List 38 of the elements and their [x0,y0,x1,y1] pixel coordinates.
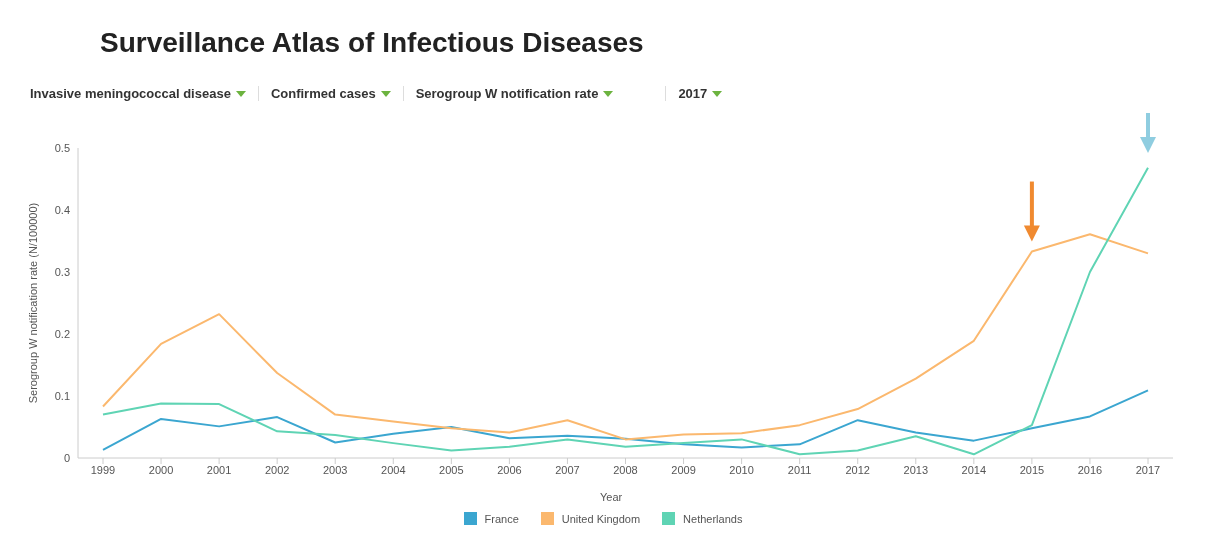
y-tick-label: 0.2 [54,327,70,340]
line-series [102,166,1149,456]
x-tick-label: 1999 [90,463,116,476]
y-axis-title: Serogroup W notification rate (N/100000) [26,202,39,404]
x-tick-label: 2012 [845,463,870,476]
y-tick-label: 0.1 [54,389,70,402]
x-tick-label: 2007 [555,463,580,476]
x-tick-label: 2009 [671,463,696,476]
x-tick-label: 2015 [1019,463,1045,476]
x-tick-label: 2010 [729,463,754,476]
line-series [102,389,1149,451]
legend-label: United Kingdom [560,512,641,525]
x-tick-label: 2008 [613,463,638,476]
x-tick-label: 2011 [787,463,812,476]
x-tick-label: 2001 [206,463,232,476]
legend-label: Netherlands [682,512,743,525]
legend-label: France [483,512,519,525]
text: Invasive meningococcal disease [29,85,232,101]
chart-title: Surveillance Atlas of Infectious Diseases [100,27,644,59]
y-tick-label: 0.5 [54,141,70,154]
y-tick-label: 0 [63,451,70,464]
x-tick-label: 2014 [961,463,987,476]
text: Confirmed cases [257,85,403,101]
x-tick-label: 2003 [322,463,348,476]
text: Serogroup W notification rate [402,85,626,101]
x-tick-label: 2017 [1135,463,1161,476]
y-tick-label: 0.4 [54,203,70,216]
x-tick-label: 2006 [497,463,522,476]
y-tick-label: 0.3 [54,265,70,278]
x-tick-label: 2002 [264,463,290,476]
x-tick-label: 2013 [903,463,929,476]
x-tick-label: 2004 [381,463,406,476]
x-tick-label: 2016 [1077,463,1103,476]
x-axis-title: Year [600,491,623,503]
text: 2017 [665,85,735,101]
x-tick-label: 2005 [439,463,464,476]
line-series [102,233,1149,441]
x-tick-label: 2000 [148,463,174,476]
